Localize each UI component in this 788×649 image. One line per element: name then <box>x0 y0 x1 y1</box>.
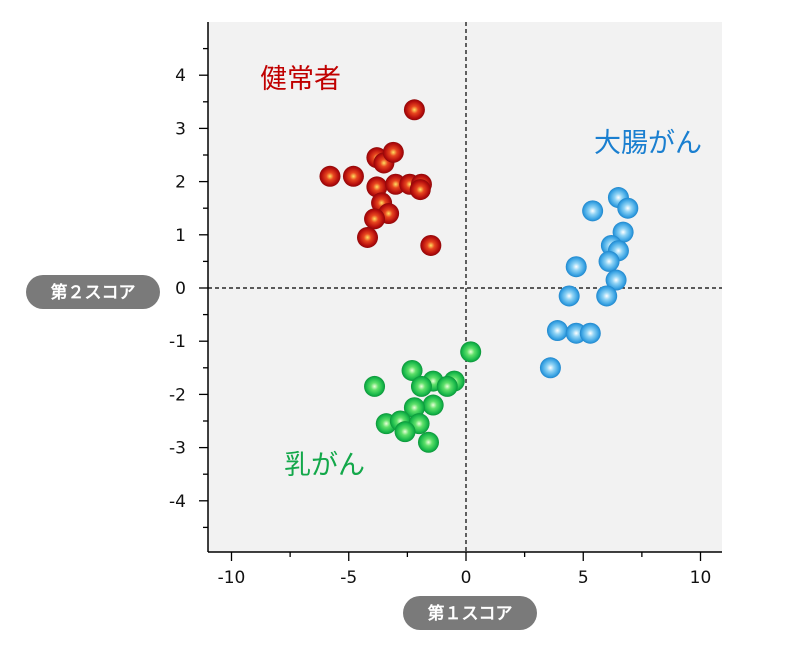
series-1 <box>539 187 639 379</box>
data-point <box>319 165 341 187</box>
data-point <box>394 421 416 443</box>
data-point <box>382 141 404 163</box>
data-point <box>366 176 388 198</box>
y-tick-label: -2 <box>169 385 186 405</box>
data-point <box>546 320 568 342</box>
svg-text:第１スコア: 第１スコア <box>428 603 513 624</box>
data-point <box>410 375 432 397</box>
x-tick-label: -5 <box>340 568 357 588</box>
series-0 <box>319 99 442 256</box>
data-point <box>403 99 425 121</box>
x-tick-label: 5 <box>578 568 589 588</box>
data-point <box>403 397 425 419</box>
data-point <box>422 394 444 416</box>
y-tick-label: 0 <box>175 279 186 299</box>
data-point <box>605 269 627 291</box>
data-point <box>598 250 620 272</box>
x-tick-label: 10 <box>690 568 712 588</box>
y-tick-label: -4 <box>169 492 186 512</box>
data-point <box>617 197 639 219</box>
y-axis-ticks: 4 3 2 1 0 -1 -2 -3 -4 <box>169 47 208 529</box>
data-point <box>596 285 618 307</box>
y-tick-label: 2 <box>175 173 186 193</box>
svg-text:第２スコア: 第２スコア <box>51 282 136 303</box>
data-point <box>401 359 423 381</box>
data-point <box>565 256 587 278</box>
x-tick-label: 0 <box>461 568 472 588</box>
group-label-healthy: 健常者 <box>260 64 341 95</box>
data-point <box>539 357 561 379</box>
data-point <box>460 341 482 363</box>
plot-area <box>208 22 722 552</box>
data-point <box>364 375 386 397</box>
data-point <box>436 375 458 397</box>
x-axis-title: 第１スコア <box>403 596 537 630</box>
reference-lines <box>208 22 722 552</box>
y-tick-label: -3 <box>169 439 186 459</box>
data-point <box>420 234 442 256</box>
group-label-colorectal-cancer: 大腸がん <box>594 128 702 159</box>
axes <box>207 22 722 553</box>
y-tick-label: -1 <box>169 332 186 352</box>
data-point <box>364 208 386 230</box>
x-tick-label: -10 <box>218 568 246 588</box>
data-point <box>342 165 364 187</box>
data-point <box>357 226 379 248</box>
y-tick-label: 3 <box>175 119 186 139</box>
y-tick-label: 4 <box>175 66 186 86</box>
data-point <box>417 431 439 453</box>
data-point <box>579 322 601 344</box>
data-point <box>409 179 431 201</box>
y-tick-label: 1 <box>175 226 186 246</box>
data-point <box>558 285 580 307</box>
y-axis-title: 第２スコア <box>26 275 160 309</box>
x-axis-ticks: -10 -5 0 5 10 <box>218 552 712 588</box>
data-point <box>582 200 604 222</box>
group-label-breast-cancer: 乳がん <box>284 450 365 481</box>
data-points <box>319 99 639 453</box>
series-2 <box>364 341 482 453</box>
